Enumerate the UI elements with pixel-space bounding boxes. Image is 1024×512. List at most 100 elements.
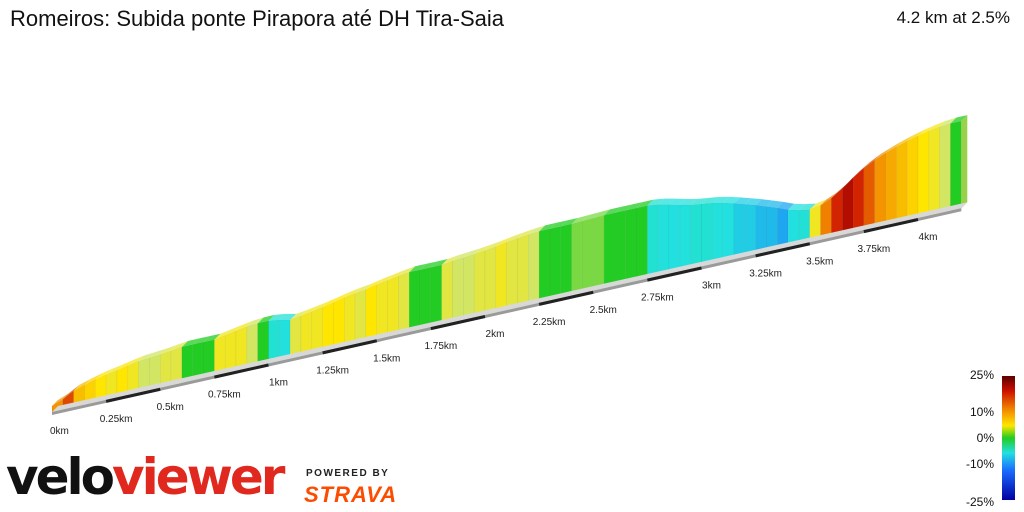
profile-slice	[603, 212, 616, 289]
profile-ridge-segment	[788, 203, 805, 211]
distance-tick-label: 3.25km	[749, 268, 782, 279]
profile-ridge-segment	[766, 200, 784, 208]
profile-slice	[473, 250, 486, 318]
profile-ridge-segment	[52, 393, 69, 406]
distance-ticks: 0km 0.25km 0.5km 0.75km 1km 1.25km 1.5km 1.75km…	[50, 232, 937, 437]
distance-band	[214, 363, 269, 379]
profile-ridge-segment	[647, 198, 665, 206]
segment-title: Romeiros: Subida ponte Pirapora até DH T…	[10, 6, 505, 31]
profile-slice	[625, 207, 637, 284]
profile-ridge-segment	[192, 336, 210, 345]
profile-slice	[841, 177, 854, 236]
distance-band	[538, 290, 594, 306]
distance-tick-label: 3.75km	[857, 244, 890, 255]
profile-ridge-segment	[755, 199, 773, 207]
profile-slice	[419, 267, 432, 330]
profile-ridge-segment	[539, 222, 556, 232]
profile-slice	[906, 135, 919, 221]
profile-ridge-segment	[73, 378, 91, 391]
profile-slice	[322, 302, 334, 352]
profile-slice	[582, 217, 594, 294]
profile-slice	[593, 215, 605, 292]
profile-ridge-segment	[831, 182, 849, 199]
distance-tick-label: 3.5km	[806, 256, 833, 267]
profile-slice	[679, 204, 691, 272]
profile-slice	[712, 202, 724, 265]
distance-tick-label: 2km	[486, 329, 505, 340]
profile-slice	[896, 140, 908, 224]
legend-label-max: 25%	[969, 368, 994, 382]
profile-ridge-segment	[485, 240, 502, 251]
profile-ridge-segment	[181, 338, 199, 347]
profile-ridge-segment	[300, 305, 318, 317]
profile-slice	[495, 242, 507, 313]
profile-ridge-segment	[723, 196, 740, 204]
profile-ridge-segment	[268, 313, 286, 321]
profile-ridge-segment	[636, 199, 654, 209]
distance-tick-label: 2.75km	[641, 293, 674, 304]
profile-slice	[398, 271, 410, 335]
profile-ridge-segment	[430, 259, 448, 268]
profile-ridge-segment	[127, 355, 145, 366]
profile-slice	[311, 307, 323, 355]
profile-ridge-segment	[582, 212, 600, 222]
distance-tick-label: 0.25km	[100, 414, 133, 425]
profile-ridge-segment	[625, 202, 643, 211]
distance-band	[322, 339, 378, 355]
profile-slice	[571, 220, 583, 296]
profile-slice	[517, 234, 529, 309]
distance-tick-label: 1.5km	[373, 353, 400, 364]
profile-slice	[452, 257, 464, 323]
distance-tick-label: 2.5km	[590, 305, 617, 316]
profile-ridge-segment	[777, 201, 795, 210]
profile-ridge-segment	[701, 196, 719, 204]
distance-tick-label: 1km	[269, 378, 288, 389]
profile-ridge-segment	[311, 301, 329, 312]
distance-tick-label: 4km	[919, 232, 938, 243]
profile-ridge-segment	[517, 228, 535, 239]
profile-slice	[647, 204, 659, 279]
logo-viewer: viewer	[112, 448, 285, 506]
distance-tick-label: 0.5km	[157, 402, 184, 413]
profile-ridge-segment	[236, 320, 253, 332]
profile-slice	[506, 238, 518, 311]
distance-band	[863, 218, 919, 234]
profile-slice	[354, 289, 367, 345]
profile-slice	[701, 202, 713, 267]
profile-slice	[744, 203, 756, 258]
profile-ridge-segment	[365, 278, 383, 290]
profile-slice	[917, 130, 930, 219]
profile-ridge-segment	[214, 329, 232, 340]
profile-ridge-segment	[658, 198, 676, 205]
veloviewer-logo: veloviewer	[6, 452, 285, 502]
profile-ridge-segment	[387, 270, 405, 281]
profile-slice	[484, 246, 497, 316]
distance-tick-label: 0km	[50, 426, 69, 437]
profile-ridge-segment	[409, 263, 427, 273]
legend-label-0: 0%	[976, 431, 994, 445]
profile-ridge-segment	[344, 287, 362, 298]
distance-band	[430, 315, 486, 331]
profile-slice	[387, 275, 399, 338]
profile-ridge-segment	[690, 197, 708, 205]
profile-ridge-segment	[604, 206, 621, 216]
profile-slice	[657, 204, 670, 277]
profile-slice	[441, 260, 453, 326]
profile-ridge-segment	[225, 325, 243, 336]
profile-slice	[885, 146, 897, 226]
profile-ridge-segment	[885, 141, 903, 154]
profile-slice	[668, 204, 681, 275]
profile-slice	[528, 230, 540, 306]
profile-ridge-segment	[907, 130, 924, 142]
profile-ridge-segment	[744, 198, 762, 206]
profile-slice	[430, 264, 442, 328]
profile-ridge-segment	[495, 236, 513, 247]
profile-slice	[852, 167, 865, 233]
profile-ridge-segment	[863, 153, 881, 169]
profile-ridge-segment	[376, 274, 394, 285]
profile-slice	[560, 223, 572, 299]
profile-ridge-segment	[549, 220, 567, 229]
profile-slice	[538, 228, 551, 304]
profile-ridge-segment	[420, 261, 437, 270]
segment-summary: 4.2 km at 2.5%	[896, 8, 1010, 27]
